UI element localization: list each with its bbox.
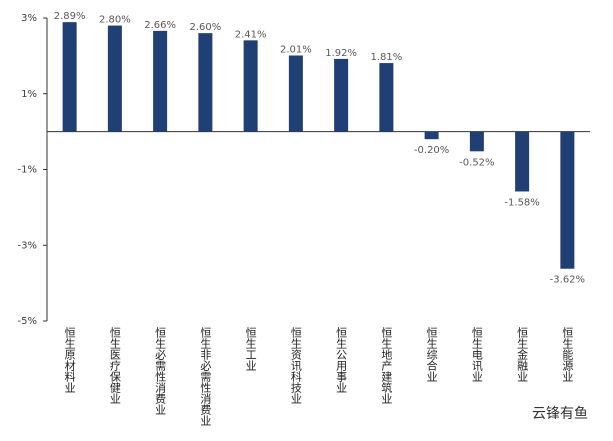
value-label: 2.80% bbox=[99, 15, 131, 26]
x-tick-label: 恒生原材料业 bbox=[63, 327, 76, 393]
value-label: 2.01% bbox=[280, 44, 312, 55]
y-tick-label: -5% bbox=[18, 316, 37, 327]
value-label: 2.89% bbox=[54, 11, 86, 22]
bar bbox=[379, 63, 394, 132]
value-label: 1.92% bbox=[325, 48, 357, 59]
bar bbox=[469, 131, 484, 152]
value-label: 2.66% bbox=[144, 20, 176, 31]
bar bbox=[334, 58, 349, 132]
y-tick-label: -3% bbox=[18, 240, 37, 251]
x-tick-label: 恒生非必需性消费业 bbox=[199, 327, 212, 426]
value-label: -0.20% bbox=[414, 145, 449, 156]
y-tick-label: 3% bbox=[21, 13, 37, 24]
x-tick-label: 恒生综合业 bbox=[425, 327, 438, 382]
x-tick-label: 恒生资讯科技业 bbox=[289, 327, 302, 404]
bar bbox=[153, 30, 168, 132]
value-label: -0.52% bbox=[459, 157, 494, 168]
x-tick-label: 恒生工业 bbox=[244, 327, 257, 371]
x-tick-label: 恒生能源业 bbox=[561, 327, 574, 382]
bar bbox=[62, 22, 77, 132]
bar bbox=[288, 55, 303, 132]
x-tick-label: 恒生公用事业 bbox=[335, 327, 348, 393]
bar bbox=[243, 40, 258, 132]
value-label: 1.81% bbox=[370, 52, 402, 63]
bar bbox=[107, 25, 122, 132]
value-label: 2.60% bbox=[189, 22, 221, 33]
x-tick-label: 恒生电讯业 bbox=[470, 327, 483, 382]
bar bbox=[198, 33, 213, 132]
x-tick-label: 恒生地产建筑业 bbox=[380, 327, 393, 404]
watermark: 云锋有鱼 bbox=[532, 405, 588, 422]
value-label: -3.62% bbox=[550, 275, 585, 286]
bar bbox=[515, 131, 530, 192]
y-tick-label: -1% bbox=[18, 165, 37, 176]
y-tick-label: 1% bbox=[21, 89, 37, 100]
value-label: 2.41% bbox=[235, 29, 267, 40]
bar bbox=[560, 131, 575, 269]
x-tick-label: 恒生必需性消费业 bbox=[154, 327, 167, 415]
x-tick-label: 恒生金融业 bbox=[516, 327, 529, 382]
value-label: -1.58% bbox=[504, 197, 539, 208]
x-tick-label: 恒生医疗保健业 bbox=[108, 327, 121, 404]
bar bbox=[424, 131, 439, 140]
